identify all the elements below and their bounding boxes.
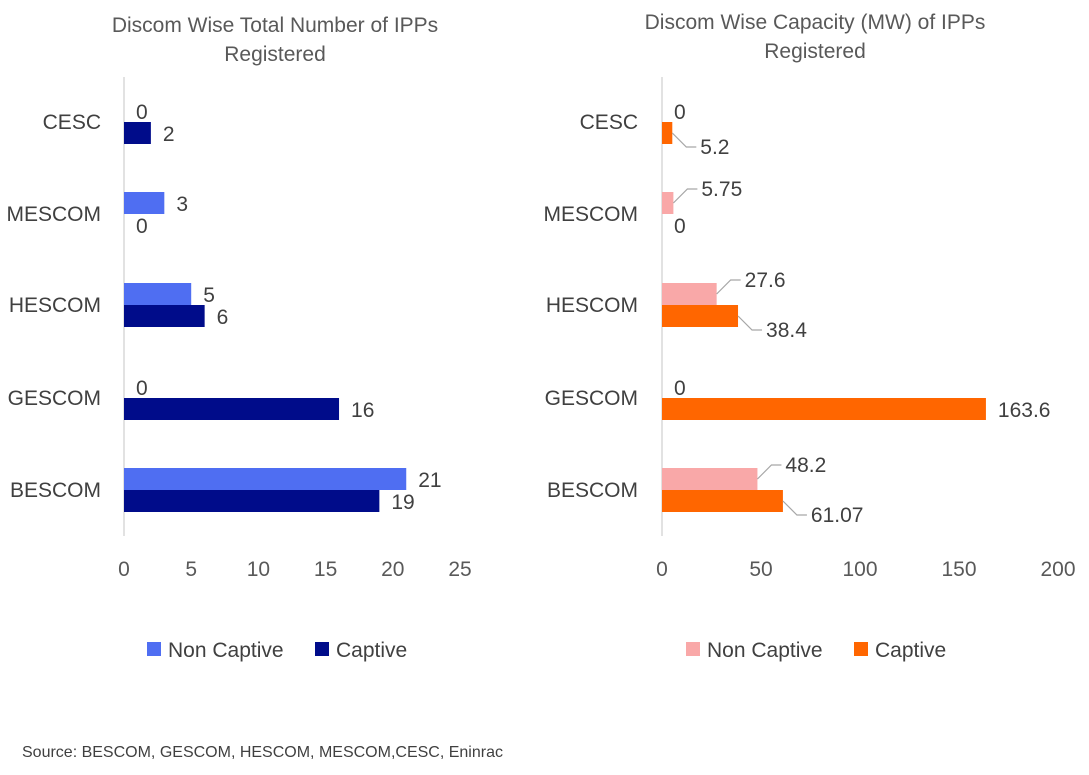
legend-swatch-captive xyxy=(315,642,329,656)
chart-1: Discom Wise Total Number of IPPs Register… xyxy=(7,14,472,662)
legend-swatch-non-captive xyxy=(686,642,700,656)
bar-non-captive xyxy=(662,468,758,490)
bar-captive xyxy=(662,398,986,420)
data-label: 16 xyxy=(351,399,374,422)
x-tick-label: 10 xyxy=(247,558,270,581)
bar-non-captive xyxy=(662,192,674,214)
data-label: 38.4 xyxy=(766,319,807,342)
category-label: MESCOM xyxy=(544,203,639,226)
data-label: 0 xyxy=(674,377,686,400)
data-label: 0 xyxy=(136,377,148,400)
category-label: MESCOM xyxy=(7,203,102,226)
bar-captive xyxy=(124,122,151,144)
data-label: 0 xyxy=(674,101,686,124)
data-label: 61.07 xyxy=(811,504,864,527)
bar-captive xyxy=(124,398,340,420)
data-label: 6 xyxy=(217,306,229,329)
legend-label: Non Captive xyxy=(707,639,823,662)
category-label: GESCOM xyxy=(8,387,101,410)
bar-captive xyxy=(662,305,739,327)
bar-captive xyxy=(124,490,380,512)
data-label: 21 xyxy=(418,469,441,492)
data-label: 2 xyxy=(163,123,175,146)
data-label: 27.6 xyxy=(745,269,786,292)
category-label: BESCOM xyxy=(10,479,101,502)
x-tick-label: 5 xyxy=(185,558,197,581)
bar-non-captive xyxy=(124,192,165,214)
data-label: 5 xyxy=(203,284,215,307)
x-tick-label: 15 xyxy=(314,558,337,581)
x-tick-label: 50 xyxy=(749,558,772,581)
leader-line xyxy=(757,464,782,480)
category-label: CESC xyxy=(43,111,101,134)
data-label: 163.6 xyxy=(998,399,1051,422)
x-tick-label: 100 xyxy=(842,558,877,581)
chart-title-line: Registered xyxy=(764,40,866,63)
bar-non-captive xyxy=(124,468,407,490)
leader-line xyxy=(737,315,763,331)
data-label: 3 xyxy=(176,193,188,216)
chart-title-line: Discom Wise Capacity (MW) of IPPs xyxy=(645,11,986,34)
legend-label: Captive xyxy=(875,639,946,662)
leader-line xyxy=(671,132,697,148)
data-label: 19 xyxy=(391,491,414,514)
legend-swatch-non-captive xyxy=(147,642,161,656)
data-label: 0 xyxy=(136,101,148,124)
bar-captive xyxy=(662,490,783,512)
chart-title-line: Discom Wise Total Number of IPPs xyxy=(112,14,438,37)
x-tick-label: 200 xyxy=(1040,558,1075,581)
leader-line xyxy=(782,500,807,516)
data-label: 0 xyxy=(674,215,686,238)
data-label: 5.2 xyxy=(700,136,729,159)
legend-label: Captive xyxy=(336,639,407,662)
data-label: 5.75 xyxy=(701,178,742,201)
bar-captive xyxy=(124,305,205,327)
category-label: CESC xyxy=(580,111,638,134)
chart-2: Discom Wise Capacity (MW) of IPPs Registe… xyxy=(544,11,1076,662)
chart-title-line: Registered xyxy=(224,43,326,66)
x-tick-label: 150 xyxy=(941,558,976,581)
x-tick-label: 20 xyxy=(381,558,404,581)
category-label: HESCOM xyxy=(546,294,638,317)
category-label: BESCOM xyxy=(547,479,638,502)
category-label: GESCOM xyxy=(545,387,638,410)
x-tick-label: 0 xyxy=(118,558,130,581)
bar-non-captive xyxy=(124,283,192,305)
x-tick-label: 25 xyxy=(448,558,471,581)
category-label: HESCOM xyxy=(9,294,101,317)
leader-line xyxy=(672,188,698,204)
bar-captive xyxy=(662,122,673,144)
data-label: 48.2 xyxy=(785,454,826,477)
source-note: Source: BESCOM, GESCOM, HESCOM, MESCOM,C… xyxy=(22,744,503,761)
bar-non-captive xyxy=(662,283,717,305)
x-tick-label: 0 xyxy=(656,558,668,581)
legend-swatch-captive xyxy=(854,642,868,656)
legend-label: Non Captive xyxy=(168,639,284,662)
data-label: 0 xyxy=(136,215,148,238)
leader-line xyxy=(716,279,741,295)
